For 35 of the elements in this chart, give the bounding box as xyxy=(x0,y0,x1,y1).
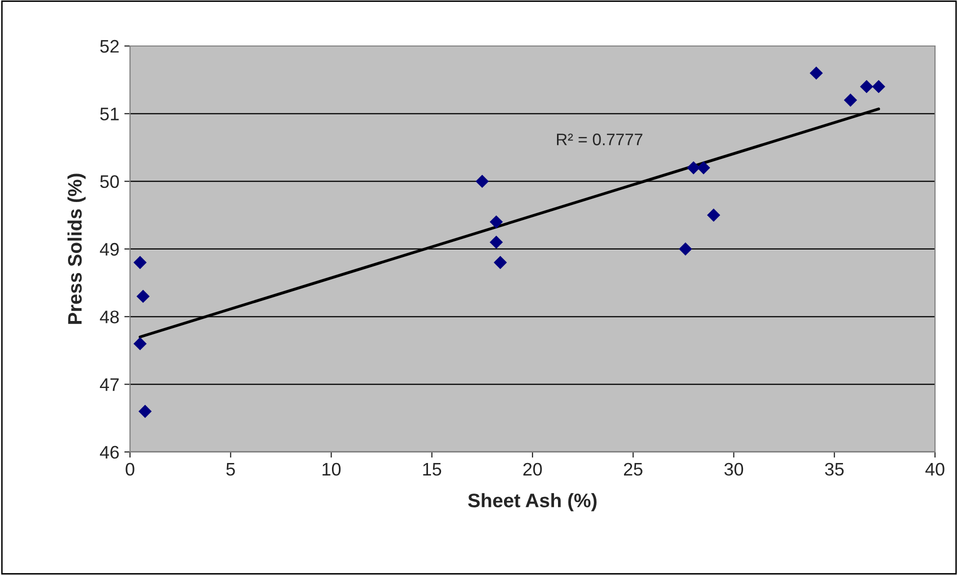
point xyxy=(696,161,710,174)
point xyxy=(707,208,720,222)
x-axis-title: Sheet Ash (%) xyxy=(468,493,597,512)
y-tick-label: 48 xyxy=(100,310,119,324)
point xyxy=(490,215,503,228)
point xyxy=(844,94,858,107)
point xyxy=(490,236,503,249)
y-tick-label: 47 xyxy=(100,378,119,391)
point xyxy=(686,161,700,174)
point xyxy=(678,242,692,256)
point xyxy=(810,66,823,80)
point xyxy=(133,337,147,350)
x-tick-label: 40 xyxy=(925,462,944,476)
annotation: R² = 0.7777 xyxy=(557,134,642,146)
y-tick-label: 50 xyxy=(100,175,119,188)
x-tick-label: 10 xyxy=(322,462,341,476)
x-tick-label: 25 xyxy=(624,462,642,476)
x-tick-label: 20 xyxy=(523,462,542,476)
y-axis-title: Press Solids (%) xyxy=(67,174,86,324)
x-tick-label: 5 xyxy=(226,463,235,476)
x-tick-label: 15 xyxy=(423,463,442,476)
point xyxy=(138,404,152,418)
point xyxy=(872,80,886,94)
y-tick-label: 46 xyxy=(100,446,119,459)
x-tick-label: 35 xyxy=(825,462,844,476)
x-tick-label: 30 xyxy=(724,462,744,476)
y-tick-label: 49 xyxy=(100,242,119,256)
y-tick-label: 51 xyxy=(100,108,119,120)
x-tick-label: 0 xyxy=(126,462,134,476)
point xyxy=(136,290,150,303)
y-tick-label: 52 xyxy=(100,40,119,53)
point xyxy=(133,256,147,270)
point xyxy=(860,80,874,94)
point xyxy=(494,256,507,270)
point xyxy=(476,174,489,188)
